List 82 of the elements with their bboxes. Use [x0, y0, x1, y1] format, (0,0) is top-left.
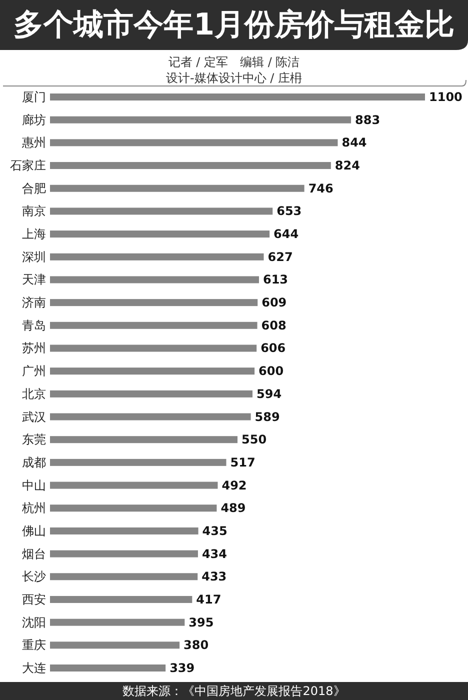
bar — [50, 94, 425, 100]
bar — [50, 344, 257, 352]
y-tick-label: 重庆 — [22, 638, 46, 652]
data-label: 844 — [342, 136, 367, 150]
bar — [50, 139, 338, 146]
y-tick-label: 苏州 — [22, 341, 46, 356]
data-label: 746 — [308, 181, 334, 196]
y-tick-label: 佛山 — [22, 524, 46, 538]
data-label: 589 — [254, 410, 280, 424]
y-tick-label: 成都 — [22, 455, 46, 470]
bar — [50, 504, 217, 512]
bar — [50, 230, 270, 238]
bar — [50, 436, 238, 444]
data-label: 417 — [196, 592, 222, 606]
data-label: 489 — [220, 501, 246, 516]
y-tick-label: 杭州 — [21, 501, 46, 516]
data-label: 609 — [262, 296, 287, 310]
bar — [50, 390, 252, 398]
y-tick-label: 厦门 — [22, 90, 46, 104]
y-tick-label: 天津 — [22, 272, 46, 287]
bar — [50, 184, 304, 192]
bar — [50, 162, 331, 170]
data-label: 434 — [202, 546, 228, 561]
bar — [50, 208, 273, 215]
data-label: 613 — [262, 272, 288, 287]
y-tick-label: 东莞 — [22, 432, 46, 447]
source-note: 数据来源：《中国房地产发展报告2018》 — [122, 684, 346, 698]
bar — [50, 482, 218, 489]
text: 设计-媒体设计中心 / 庄枏 — [166, 71, 302, 85]
bar — [50, 253, 264, 260]
bar — [50, 116, 352, 124]
data-label: 395 — [188, 615, 214, 630]
y-tick-label: 中山 — [22, 478, 46, 492]
data-label: 653 — [276, 204, 302, 218]
y-tick-label: 广州 — [22, 364, 46, 378]
data-label: 339 — [170, 661, 195, 675]
bar — [50, 596, 192, 603]
data-label: 608 — [261, 318, 286, 332]
y-tick-label: 西安 — [22, 592, 46, 606]
y-tick-label: 廊坊 — [22, 112, 46, 127]
bar — [50, 573, 198, 580]
data-label: 550 — [242, 432, 267, 447]
y-tick-label: 济南 — [22, 296, 46, 310]
bar — [50, 664, 166, 672]
data-label: 492 — [222, 478, 247, 492]
bar — [50, 276, 259, 284]
data-label: 435 — [202, 524, 228, 538]
bar — [50, 642, 180, 649]
bar — [50, 458, 226, 466]
y-tick-label: 南京 — [22, 204, 46, 218]
data-label: 606 — [260, 341, 286, 356]
bar — [50, 550, 198, 558]
y-tick-label: 大连 — [22, 661, 46, 675]
y-tick-label: 武汉 — [22, 410, 46, 424]
y-tick-label: 北京 — [22, 386, 46, 401]
chart-subtitle: 记者 / 定军 编辑 / 陈洁 — [168, 55, 300, 69]
bar — [50, 618, 185, 626]
data-label: 433 — [202, 570, 227, 584]
y-tick-label: 烟台 — [22, 546, 46, 561]
bar — [50, 299, 258, 306]
y-tick-label: 深圳 — [22, 250, 46, 264]
data-label: 594 — [256, 386, 282, 401]
bar — [50, 322, 258, 329]
data-label: 883 — [355, 112, 380, 127]
y-tick-label: 沈阳 — [22, 615, 46, 630]
y-tick-label: 长沙 — [22, 570, 46, 584]
y-tick-label: 惠州 — [21, 136, 46, 150]
chart-title: 多个城市今年1月份房价与租金比 — [14, 8, 454, 42]
bar — [50, 413, 251, 420]
y-tick-label: 上海 — [22, 227, 46, 242]
y-tick-label: 合肥 — [22, 181, 46, 196]
data-label: 380 — [184, 638, 209, 652]
y-tick-label: 青岛 — [22, 318, 46, 332]
bar — [50, 527, 198, 534]
bar — [50, 368, 255, 375]
y-tick-label: 石家庄 — [10, 158, 46, 173]
data-label: 517 — [230, 455, 256, 470]
data-label: 644 — [274, 227, 299, 242]
data-label: 824 — [334, 158, 360, 173]
data-label: 1100 — [429, 90, 462, 104]
data-label: 627 — [268, 250, 293, 264]
data-label: 600 — [258, 364, 284, 378]
